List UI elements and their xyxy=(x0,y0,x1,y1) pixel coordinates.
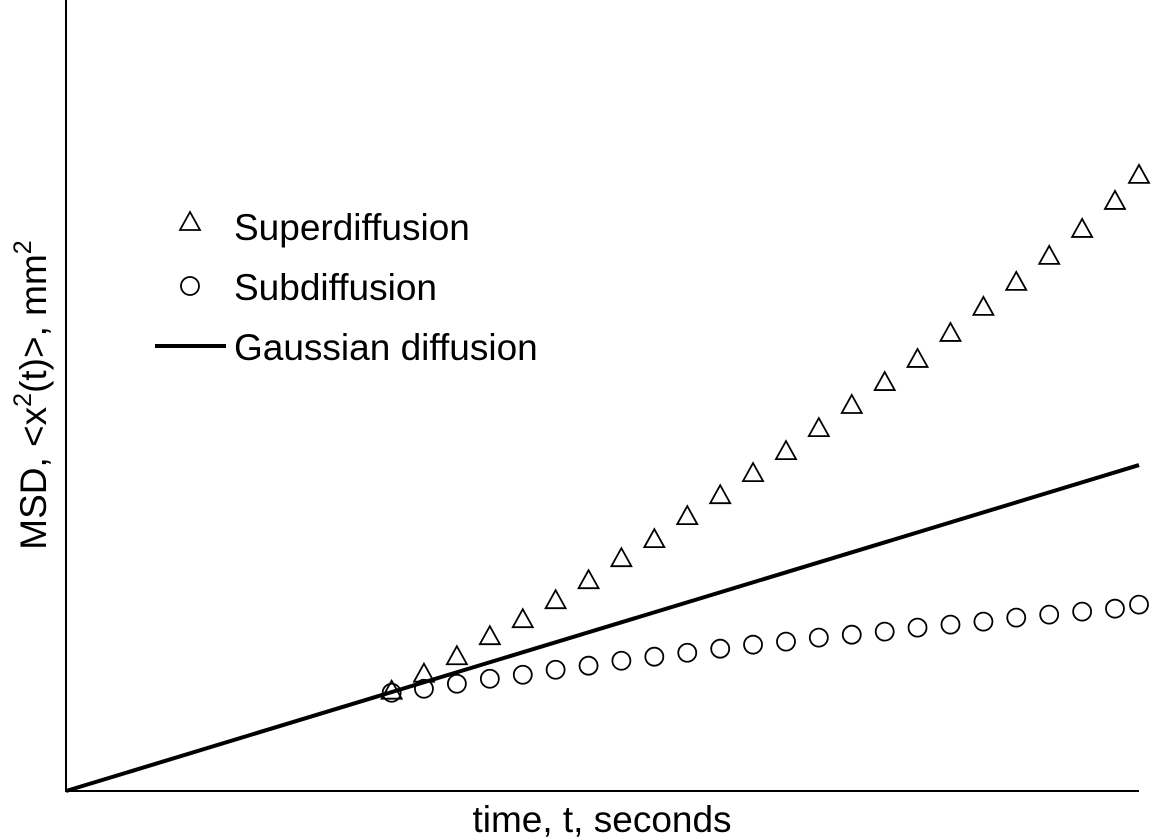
point-subdiffusion xyxy=(644,646,665,667)
point-subdiffusion xyxy=(479,668,500,689)
legend-item-gaussian-diffusion: Gaussian diffusion xyxy=(155,327,538,368)
plot-area xyxy=(65,0,1151,793)
point-subdiffusion xyxy=(414,678,434,699)
legend-triangle-icon xyxy=(178,210,202,231)
series-superdiffusion xyxy=(380,163,1151,700)
point-superdiffusion xyxy=(1037,244,1061,265)
point-superdiffusion xyxy=(445,644,469,666)
point-subdiffusion xyxy=(1006,607,1027,628)
point-subdiffusion xyxy=(446,673,467,694)
x-axis-label: time, t, seconds xyxy=(472,799,731,840)
legend-label-gaussian-diffusion: Gaussian diffusion xyxy=(234,327,538,368)
point-subdiffusion xyxy=(578,655,599,676)
series-subdiffusion xyxy=(381,594,1149,703)
point-superdiffusion xyxy=(741,461,765,482)
point-superdiffusion xyxy=(906,347,930,368)
y-axis-label: MSD, <x2(t)>, mm2 xyxy=(9,240,54,549)
point-superdiffusion xyxy=(478,624,502,646)
point-superdiffusion xyxy=(642,527,666,549)
point-superdiffusion xyxy=(1004,270,1028,291)
point-superdiffusion xyxy=(807,416,831,437)
series-layer xyxy=(65,163,1151,793)
legend-item-subdiffusion: Subdiffusion xyxy=(180,267,437,308)
point-subdiffusion xyxy=(545,659,566,680)
point-superdiffusion xyxy=(1070,217,1094,238)
point-subdiffusion xyxy=(611,650,632,671)
point-superdiffusion xyxy=(971,295,995,316)
point-subdiffusion xyxy=(743,634,763,655)
point-subdiffusion xyxy=(1105,598,1125,619)
point-superdiffusion xyxy=(938,321,963,342)
point-subdiffusion xyxy=(1039,604,1060,625)
legend: Superdiffusion Subdiffusion Gaussian dif… xyxy=(155,207,538,368)
point-subdiffusion xyxy=(776,631,796,652)
point-subdiffusion xyxy=(710,638,731,659)
point-superdiffusion xyxy=(577,568,601,590)
y-axis-label-middle: (t)>, mm xyxy=(13,254,54,393)
point-subdiffusion xyxy=(677,642,698,663)
point-subdiffusion xyxy=(907,617,928,638)
point-superdiffusion xyxy=(609,546,633,568)
point-subdiffusion xyxy=(808,627,829,648)
point-superdiffusion xyxy=(774,439,798,461)
point-superdiffusion xyxy=(1127,163,1151,184)
legend-label-superdiffusion: Superdiffusion xyxy=(234,207,470,248)
point-subdiffusion xyxy=(1129,594,1149,615)
legend-label-subdiffusion: Subdiffusion xyxy=(234,267,437,308)
series-gaussian-diffusion xyxy=(65,463,1140,793)
point-subdiffusion xyxy=(841,624,862,645)
point-superdiffusion xyxy=(544,588,568,610)
point-subdiffusion xyxy=(940,614,961,635)
point-subdiffusion xyxy=(874,621,895,642)
point-superdiffusion xyxy=(511,607,535,629)
point-superdiffusion xyxy=(675,504,699,526)
y-axis-label-sup1: 2 xyxy=(9,393,37,407)
point-subdiffusion xyxy=(512,664,533,685)
point-superdiffusion xyxy=(708,483,732,505)
series-line-gaussian-diffusion xyxy=(65,463,1140,793)
legend-item-superdiffusion: Superdiffusion xyxy=(178,207,470,248)
y-axis-label-sup2: 2 xyxy=(9,240,37,254)
point-superdiffusion xyxy=(1103,189,1127,210)
point-superdiffusion xyxy=(873,370,897,391)
point-superdiffusion xyxy=(840,393,864,414)
legend-circle-icon xyxy=(180,276,200,296)
point-subdiffusion xyxy=(973,611,994,632)
y-axis-label-prefix: MSD, <x xyxy=(13,406,54,549)
point-subdiffusion xyxy=(1072,601,1093,622)
